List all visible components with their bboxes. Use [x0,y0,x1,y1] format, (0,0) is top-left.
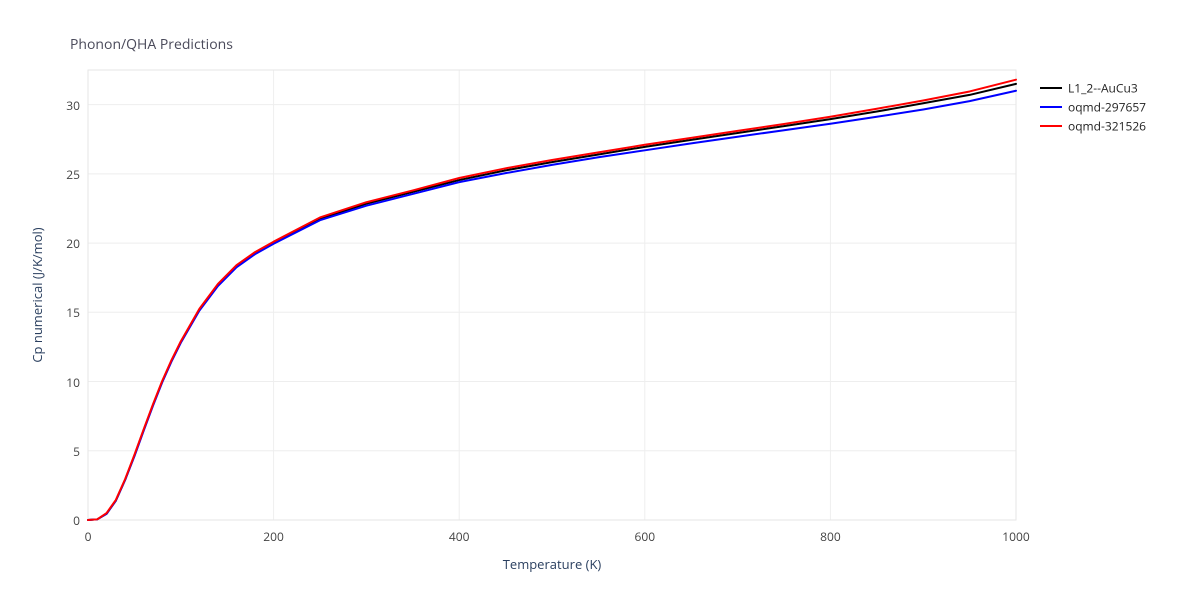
x-tick-label: 800 [810,528,850,545]
legend-item[interactable]: oqmd-297657 [1040,97,1146,115]
legend-swatch [1040,125,1062,127]
legend-swatch [1040,87,1062,89]
legend-swatch [1040,106,1062,108]
legend-label: oqmd-321526 [1068,117,1146,134]
chart-title: Phonon/QHA Predictions [70,35,233,54]
legend-item[interactable]: oqmd-321526 [1040,116,1146,134]
x-tick-label: 600 [625,528,665,545]
y-tick-label: 5 [46,443,80,460]
chart-svg [0,0,1200,600]
y-tick-label: 25 [46,166,80,183]
y-tick-label: 15 [46,304,80,321]
x-tick-label: 1000 [996,528,1036,545]
x-tick-label: 200 [254,528,294,545]
x-tick-label: 0 [68,528,108,545]
legend-label: L1_2--AuCu3 [1068,79,1138,96]
x-tick-label: 400 [439,528,479,545]
y-tick-label: 20 [46,235,80,252]
legend-label: oqmd-297657 [1068,98,1146,115]
y-axis-label: Cp numerical (J/K/mol) [28,205,46,385]
x-axis-label: Temperature (K) [452,555,652,573]
y-tick-label: 10 [46,374,80,391]
y-tick-label: 30 [46,97,80,114]
plot-bg [88,70,1016,520]
y-tick-label: 0 [46,512,80,529]
legend-item[interactable]: L1_2--AuCu3 [1040,78,1138,96]
